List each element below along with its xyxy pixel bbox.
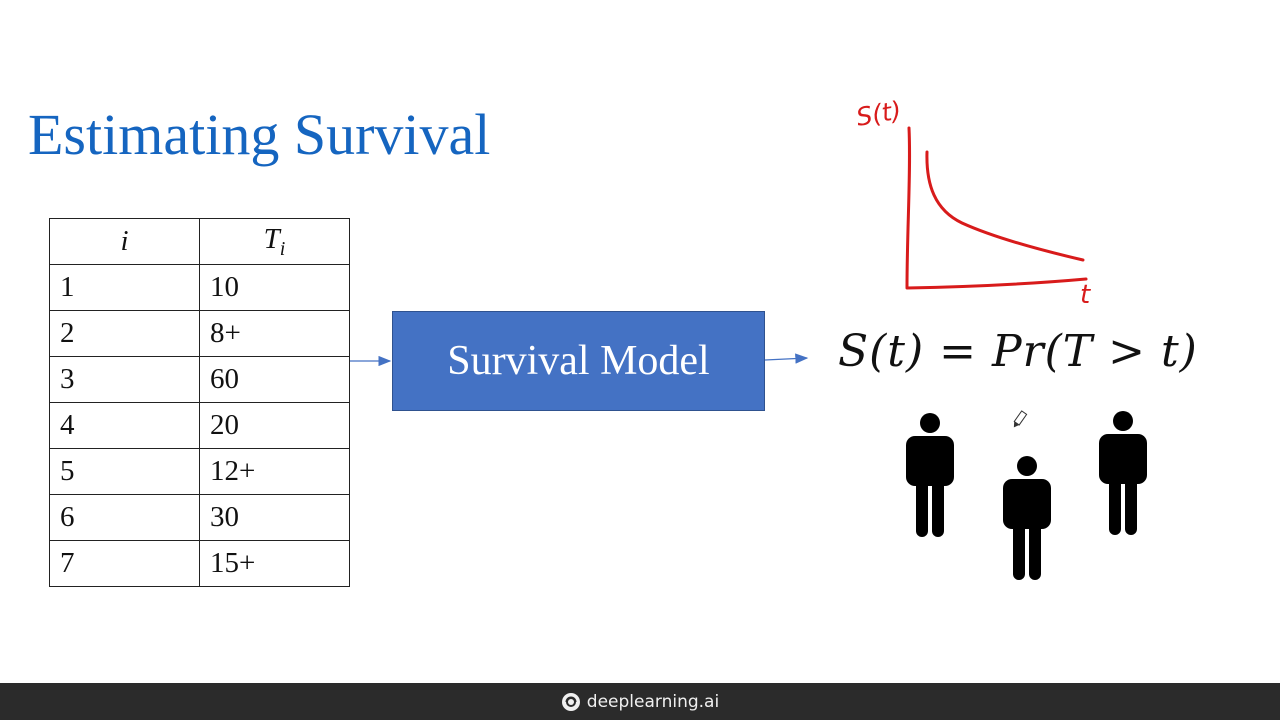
cell-time: 15+ [199,540,350,587]
cell-index: 4 [49,402,200,449]
cell-index: 3 [49,356,200,403]
cell-time: 8+ [199,310,350,357]
footer-bar: deeplearning.ai [0,683,1280,720]
person-icon [1003,456,1051,580]
table-row: 2 8+ [49,310,350,357]
table-row: 7 15+ [49,540,350,587]
header-time: Ti [199,218,350,265]
header-time-symbol: T [263,222,280,255]
table-row: 3 60 [49,356,350,403]
slide-title: Estimating Survival [28,102,491,167]
table-row: 1 10 [49,264,350,311]
arrow-model-to-formula [764,353,809,364]
header-time-subscript: i [279,237,286,260]
person-icon [1099,411,1147,535]
cell-time: 12+ [199,448,350,495]
slide: Estimating Survival i Ti 1 10 2 8+ 3 60 … [28,95,1198,587]
deeplearning-logo-icon [561,692,580,711]
table-row: 4 20 [49,402,350,449]
survival-times-table: i Ti 1 10 2 8+ 3 60 4 20 5 12+ 6 30 7 15 [49,218,350,587]
survival-model-box: Survival Model [392,311,765,411]
cell-index: 2 [49,310,200,357]
survival-formula: S(t) = Pr(T > t) [838,326,1198,377]
header-index: i [49,218,200,265]
table-header-row: i Ti [49,218,350,265]
cell-index: 6 [49,494,200,541]
cell-time: 20 [199,402,350,449]
sketch-curve [925,150,1085,262]
footer-brand: deeplearning.ai [561,692,719,712]
footer-brand-text: deeplearning.ai [586,691,720,712]
sketch-axes [905,126,1088,290]
cell-time: 10 [199,264,350,311]
sketch-y-label: S(t) [854,96,904,132]
person-icon [906,413,954,537]
slide-graphics: S(t) t [350,96,1147,580]
pen-cursor-icon [1013,410,1028,428]
survival-curve-sketch [905,126,1088,290]
sketch-x-label: t [1080,280,1091,310]
cell-index: 7 [49,540,200,587]
